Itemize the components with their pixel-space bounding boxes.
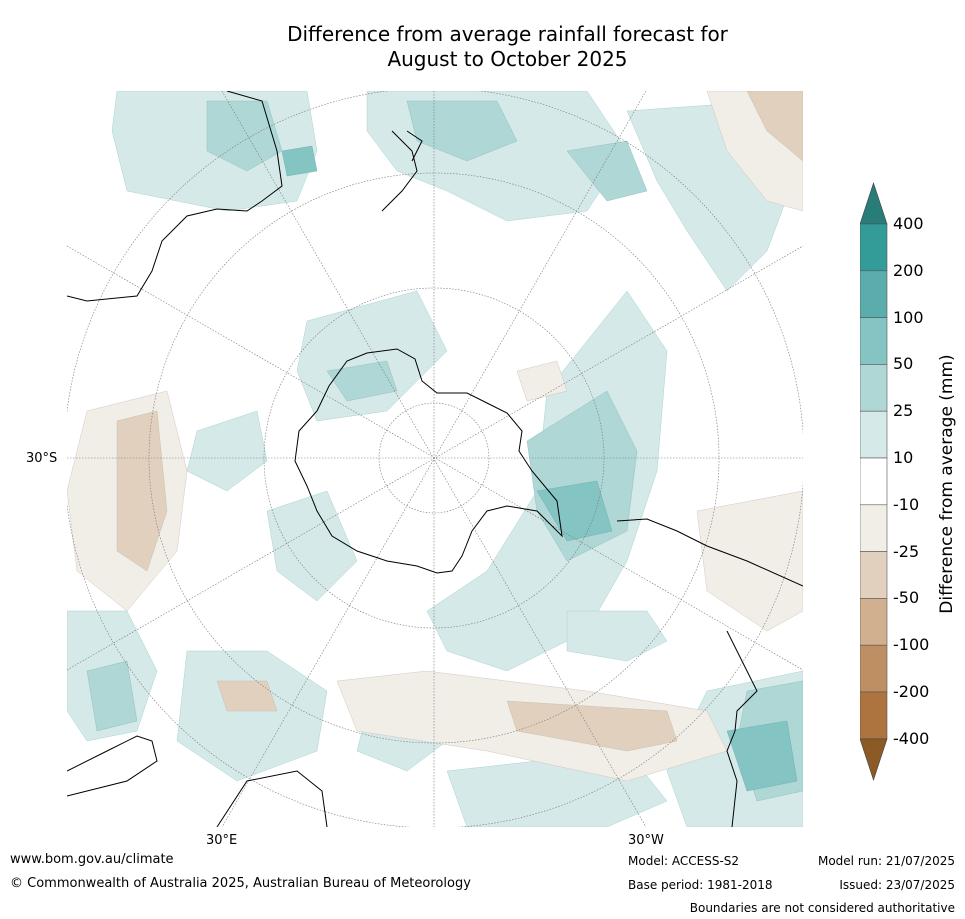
colorbar-over-arrow [860, 182, 888, 225]
colorbar-bin [860, 223, 888, 272]
colorbar-bin [860, 410, 888, 459]
colorbar-tick-label: -100 [893, 635, 930, 655]
new-zealand-coastline [381, 130, 423, 212]
wet-strong-areas [281, 145, 798, 792]
colorbar-bin [860, 691, 888, 740]
map-title: Difference from average rainfall forecas… [230, 22, 785, 72]
title-line-1: Difference from average rainfall forecas… [287, 22, 728, 46]
colorbar-bin [860, 364, 888, 412]
footer-base-period: Base period: 1981-2018 [628, 878, 773, 892]
colorbar-tick-label: 25 [893, 401, 914, 421]
colorbar-bin [860, 270, 888, 318]
colorbar-tick-label: 50 [893, 354, 914, 374]
lat-label-30s: 30°S [26, 451, 58, 466]
colorbar-bin [860, 551, 888, 599]
colorbar-tick-label: 100 [893, 307, 924, 327]
colorbar-title: Difference from average (mm) [937, 354, 957, 614]
dry-mid-areas [116, 91, 803, 752]
title-line-2: August to October 2025 [387, 47, 628, 71]
rainfall-anomaly-map [67, 91, 803, 827]
colorbar-bin [860, 504, 888, 552]
colorbar-tick-label: -25 [893, 541, 920, 561]
footer-model: Model: ACCESS-S2 [628, 854, 740, 868]
colorbar-tick-label: 10 [893, 448, 914, 467]
colorbar-under-arrow [860, 738, 888, 781]
colorbar-bin [860, 317, 888, 365]
polar-map-svg [67, 91, 803, 827]
australia-coastline [67, 91, 283, 302]
africa-coastline [67, 735, 328, 827]
colorbar-tick-label: -200 [893, 682, 930, 701]
lon-label-30e: 30°E [206, 833, 238, 848]
colorbar-tick-label: -400 [893, 728, 930, 748]
colorbar-tick-label: 200 [893, 260, 924, 280]
colorbar-bin [860, 644, 888, 693]
footer-issued: Issued: 23/07/2025 [839, 878, 955, 892]
lon-label-30w: 30°W [628, 833, 664, 848]
colorbar-bins [860, 223, 888, 740]
south-america-coastline [616, 518, 803, 827]
footer-url: www.bom.gov.au/climate [10, 852, 174, 867]
colorbar [860, 182, 888, 781]
colorbar-tick-label: -50 [893, 588, 920, 608]
footer-disclaimer: Boundaries are not considered authoritat… [689, 901, 955, 915]
antarctica-coastline [294, 348, 563, 574]
colorbar-tick-label: -10 [893, 494, 920, 514]
footer-copyright: © Commonwealth of Australia 2025, Austra… [10, 876, 471, 891]
colorbar-bin [860, 457, 888, 506]
footer-model-run: Model run: 21/07/2025 [817, 854, 955, 868]
colorbar-bin [860, 598, 888, 646]
graticule [67, 91, 803, 827]
colorbar-tick-label: 400 [893, 214, 924, 233]
